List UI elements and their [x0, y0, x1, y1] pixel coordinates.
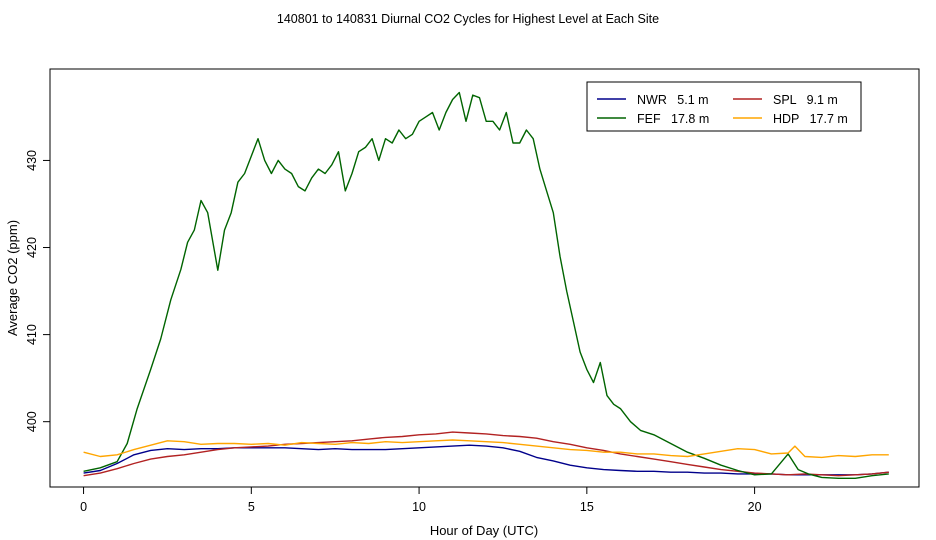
- x-tick-label: 10: [412, 500, 426, 514]
- legend-label-spl: SPL 9.1 m: [773, 93, 838, 107]
- chart-title: 140801 to 140831 Diurnal CO2 Cycles for …: [277, 12, 659, 26]
- y-tick-label: 410: [25, 324, 39, 345]
- legend-box: [586, 81, 862, 132]
- y-axis: 400 410 420 430: [25, 150, 50, 432]
- y-axis-label: Average CO2 (ppm): [5, 220, 20, 336]
- legend: NWR 5.1 m SPL 9.1 m FEF 17.8 m HDP 17.7 …: [586, 81, 862, 132]
- series-line-hdp: [83, 439, 889, 459]
- series-line-nwr: [83, 444, 889, 476]
- plot-frame: [49, 68, 920, 488]
- x-tick-label: 5: [248, 500, 255, 514]
- legend-label-hdp: HDP 17.7 m: [773, 112, 848, 126]
- x-tick-label: 15: [580, 500, 594, 514]
- legend-label-fef: FEF 17.8 m: [637, 112, 709, 126]
- x-axis-label: Hour of Day (UTC): [430, 523, 538, 538]
- y-tick-label: 400: [25, 411, 39, 432]
- series-layer: [83, 91, 889, 479]
- x-axis: 0 5 10 15 20: [80, 487, 762, 514]
- series-line-spl: [83, 431, 889, 477]
- y-tick-label: 430: [25, 150, 39, 171]
- y-tick-label: 420: [25, 237, 39, 258]
- x-tick-label: 20: [748, 500, 762, 514]
- series-line-fef: [83, 91, 889, 479]
- legend-label-nwr: NWR 5.1 m: [637, 93, 709, 107]
- x-tick-label: 0: [80, 500, 87, 514]
